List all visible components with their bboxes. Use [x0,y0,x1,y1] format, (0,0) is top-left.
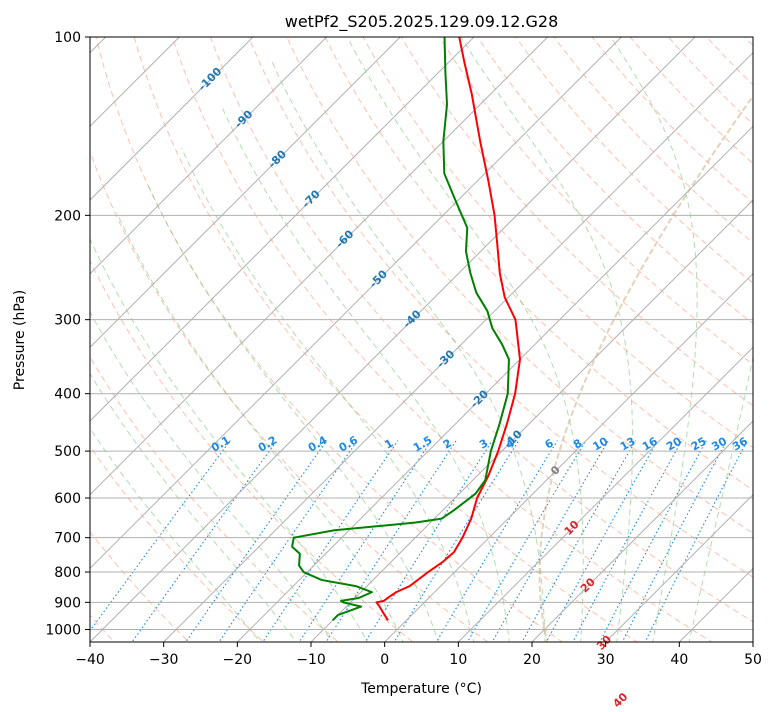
isotherm [163,51,753,642]
mixing-ratio-line [599,440,707,642]
x-tick-label: −30 [149,652,179,668]
y-tick-label: 800 [54,565,81,581]
grid-lines [90,37,753,642]
y-tick-label: 400 [54,387,81,403]
plot-frame [89,36,754,643]
y-tick-label: 600 [54,491,81,507]
x-tick-label: 30 [597,652,615,668]
x-axis-ticks: −40 −30 −20 −10 0 10 20 30 40 50 [75,642,762,668]
mixing-ratio-line [491,440,609,642]
mixing-ratio-line [435,440,558,642]
mixing-ratio-line [90,440,231,632]
moist-adiabat [90,427,261,642]
mixing-ratio-line [621,440,728,642]
moist-adiabat [609,37,698,642]
isotherm [605,493,753,642]
x-tick-label: 10 [449,652,467,668]
isotherm [90,37,475,422]
isotherm [90,37,622,570]
dry-adiabat [133,37,638,642]
moist-adiabat [346,37,584,642]
moist-adiabat [146,182,439,642]
mixing-ratio-line [466,440,587,642]
moist-adiabat [90,310,333,642]
lcl-curve [538,94,753,642]
isotherm [90,37,328,275]
x-tick-label: −40 [75,652,105,668]
temperature-line [375,37,521,621]
x-tick-label: 50 [744,652,762,668]
isotherm [531,420,753,642]
y-axis-label: Pressure (hPa) [12,290,28,390]
mixing-ratio-line [521,440,637,642]
dry-adiabat [90,259,414,642]
moist-adiabat [271,61,546,642]
isotherm [384,272,753,642]
x-tick-label: 40 [670,652,688,668]
y-tick-label: 900 [54,595,81,611]
y-tick-label: 100 [54,30,81,46]
dry-adiabat [438,37,753,366]
dry-adiabat [209,37,753,623]
dry-adiabat [476,37,753,325]
mixing-ratio-line [572,440,683,642]
x-tick-label: 20 [523,652,541,668]
isotherm [457,346,753,642]
dry-adiabat [362,37,753,449]
y-axis-ticks: 100 200 300 400 500 600 700 800 900 1000 [45,30,90,638]
moist-adiabat [90,372,297,642]
dry-adiabat [286,37,753,534]
dewpoint-line [291,37,510,621]
y-tick-label: 700 [54,531,81,547]
x-tick-label: 0 [380,652,389,668]
isotherm [90,37,254,201]
y-tick-label: 200 [54,208,81,224]
dry-adiabat [95,37,564,642]
moist-adiabat [460,37,634,642]
isotherm [90,37,401,349]
mixing-ratio-line [298,440,432,642]
mixing-ratio-line [262,440,399,642]
dry-adiabat [515,37,753,284]
x-tick-label: −20 [223,652,253,668]
mixing-ratio-line [644,440,748,642]
x-tick-label: −10 [296,652,326,668]
moist-adiabat [181,147,475,642]
isotherm [90,37,549,496]
mixing-ratio-line [325,440,457,642]
y-tick-label: 500 [54,444,81,460]
mixing-ratio-line [545,440,659,642]
dry-adiabat [90,531,190,642]
mixing-ratio-line [131,440,278,642]
background-lines [90,37,753,642]
moist-adiabat [116,212,404,642]
dry-adiabat [248,37,753,578]
y-tick-label: 300 [54,313,81,329]
dry-adiabat [90,356,339,642]
isotherm [236,125,753,642]
y-tick-label: 1000 [45,622,81,638]
isotherm [310,199,753,642]
mixing-ratio-line [364,440,493,642]
series-lines [291,37,521,621]
x-axis-label: Temperature (°C) [360,681,482,697]
chart-title: wetPf2_S205.2025.129.09.12.G28 [285,12,559,32]
isotherm [90,37,696,642]
